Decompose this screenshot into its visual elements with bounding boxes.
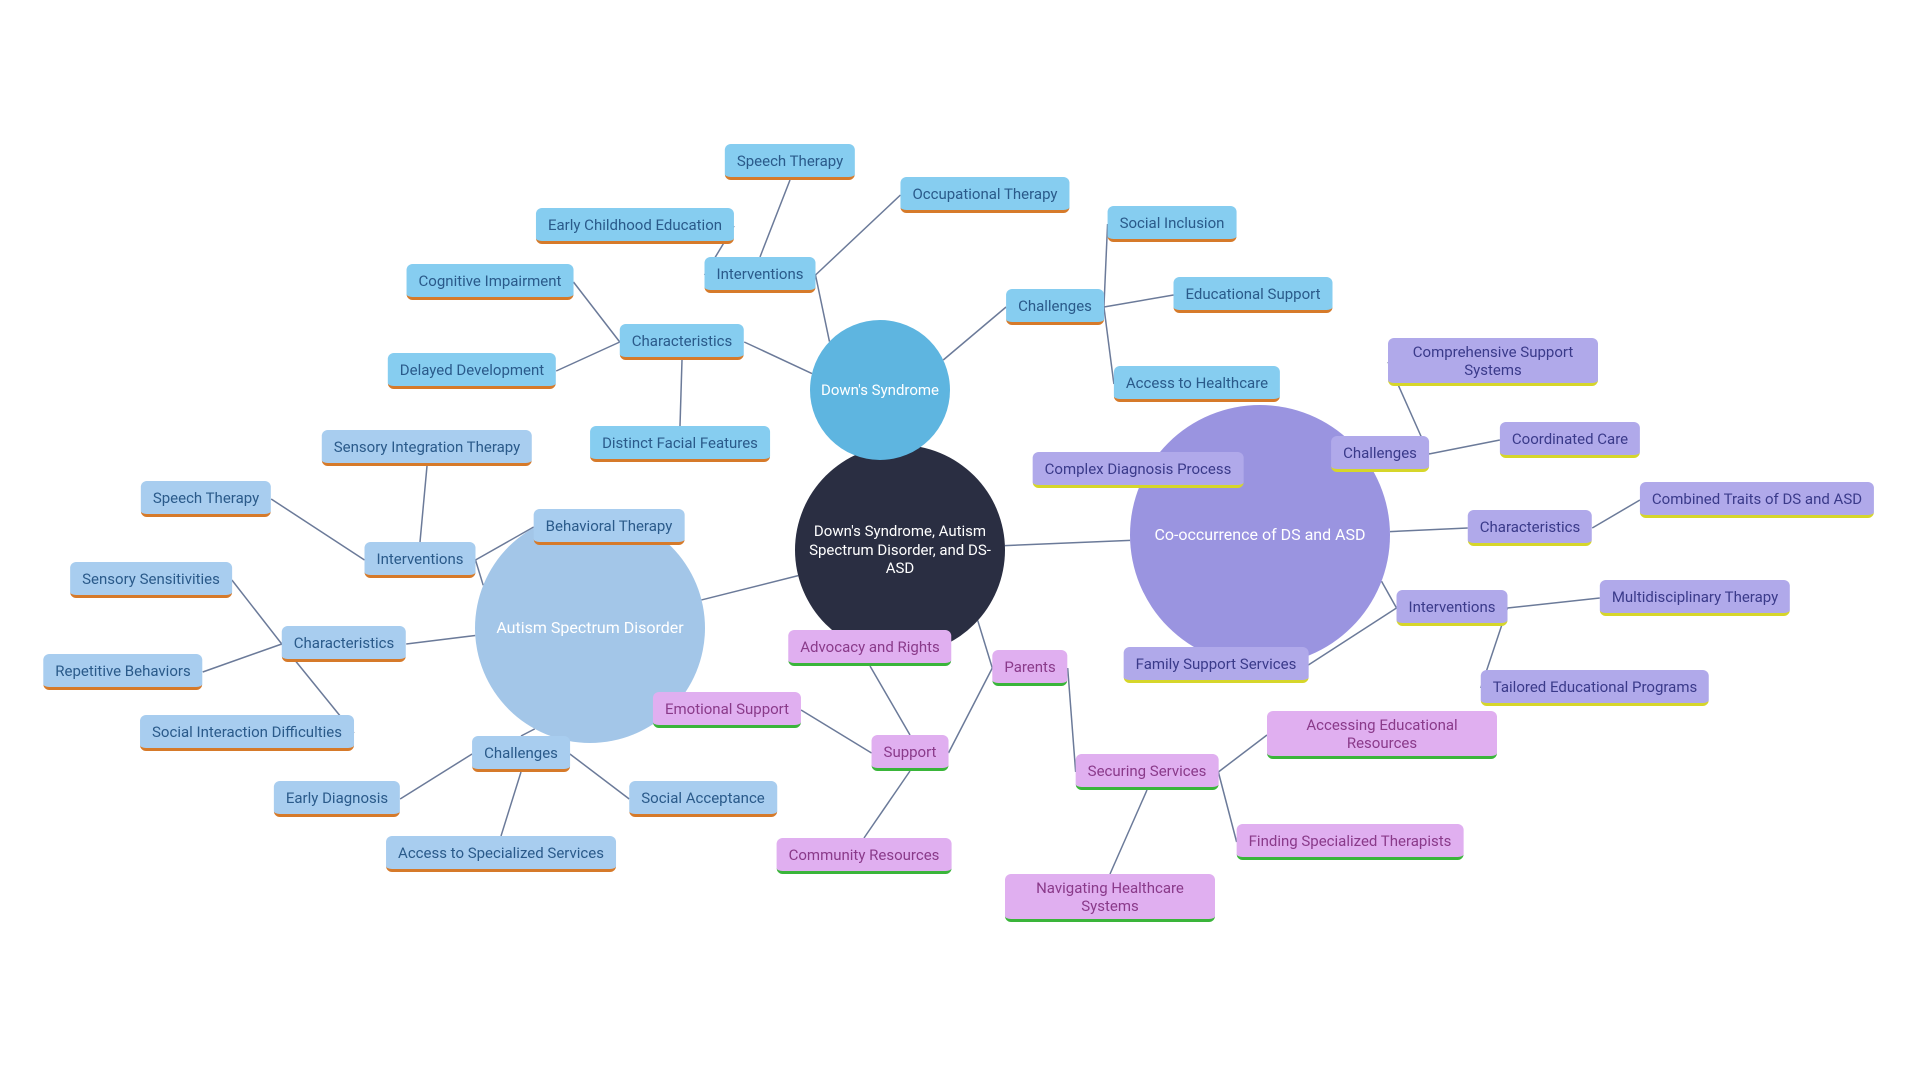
node-center: Down's Syndrome, Autism Spectrum Disorde… <box>795 445 1005 655</box>
node-asd_behav: Behavioral Therapy <box>534 509 685 545</box>
edge <box>943 307 1006 360</box>
edge <box>1005 540 1130 545</box>
edge <box>1104 295 1174 307</box>
edge <box>1592 500 1640 528</box>
node-co_interv: Interventions <box>1397 590 1508 626</box>
node-ds_delayed: Delayed Development <box>388 353 556 389</box>
edge <box>400 754 472 799</box>
node-asd_earlydx: Early Diagnosis <box>274 781 400 817</box>
node-par: Parents <box>992 650 1067 686</box>
edge <box>948 668 992 753</box>
edge <box>702 576 799 600</box>
node-par_edures: Accessing Educational Resources <box>1267 711 1497 759</box>
node-ds_facial: Distinct Facial Features <box>590 426 770 462</box>
edge <box>232 580 282 644</box>
node-par_navhc: Navigating Healthcare Systems <box>1005 874 1215 922</box>
edge <box>570 754 629 799</box>
node-ds_edusup: Educational Support <box>1174 277 1333 313</box>
edge <box>406 635 475 644</box>
edge <box>744 342 812 374</box>
node-ds_earlyed: Early Childhood Education <box>536 208 734 244</box>
node-par_findther: Finding Specialized Therapists <box>1237 824 1464 860</box>
node-ds_social: Social Inclusion <box>1108 206 1237 242</box>
node-asd_access: Access to Specialized Services <box>386 836 616 872</box>
edge <box>760 180 790 257</box>
edge <box>1068 668 1076 772</box>
edge <box>475 560 483 585</box>
node-par_support: Support <box>872 735 949 771</box>
edge <box>420 466 427 542</box>
edge <box>1110 790 1147 874</box>
node-asd_chal: Challenges <box>472 736 570 772</box>
node-asd_speech: Speech Therapy <box>141 481 271 517</box>
node-co_combined: Combined Traits of DS and ASD <box>1640 482 1874 518</box>
edge <box>271 499 364 560</box>
edge <box>1104 307 1114 384</box>
edge <box>801 710 871 753</box>
node-asd_sensint: Sensory Integration Therapy <box>322 430 532 466</box>
edge <box>1382 581 1397 608</box>
node-asd_sens: Sensory Sensitivities <box>70 562 232 598</box>
edge <box>864 771 910 838</box>
edge <box>1429 440 1500 454</box>
edge <box>815 195 900 275</box>
edge <box>501 772 521 836</box>
node-par_secure: Securing Services <box>1076 754 1219 790</box>
node-co_char: Characteristics <box>1468 510 1592 546</box>
node-asd_rep: Repetitive Behaviors <box>43 654 202 690</box>
node-ds: Down's Syndrome <box>810 320 950 460</box>
edge <box>573 282 619 342</box>
node-asd_socacc: Social Acceptance <box>629 781 777 817</box>
node-ds_health: Access to Healthcare <box>1114 366 1280 402</box>
diagram-canvas: Down's Syndrome, Autism Spectrum Disorde… <box>0 0 1920 1080</box>
edge <box>680 360 682 426</box>
node-co_fam: Family Support Services <box>1124 647 1309 683</box>
edge <box>1390 528 1468 532</box>
edge <box>556 342 620 371</box>
edge <box>521 729 535 736</box>
edge <box>815 275 829 342</box>
node-ds_interv: Interventions <box>705 257 816 293</box>
node-asd_socint: Social Interaction Difficulties <box>140 715 354 751</box>
edge <box>1218 772 1236 842</box>
node-co_complex: Complex Diagnosis Process <box>1033 452 1244 488</box>
edge <box>870 666 910 735</box>
edge <box>1218 735 1267 772</box>
edge <box>1507 598 1599 608</box>
node-par_adv: Advocacy and Rights <box>788 630 951 666</box>
node-asd_char: Characteristics <box>282 626 406 662</box>
edge <box>978 621 993 668</box>
node-ds_chal: Challenges <box>1006 289 1104 325</box>
node-asd_interv: Interventions <box>365 542 476 578</box>
node-ds_speech: Speech Therapy <box>725 144 855 180</box>
node-ds_cogimp: Cognitive Impairment <box>407 264 574 300</box>
node-ds_occ: Occupational Therapy <box>900 177 1069 213</box>
node-par_comm: Community Resources <box>777 838 952 874</box>
node-ds_char: Characteristics <box>620 324 744 360</box>
node-co_coord: Coordinated Care <box>1500 422 1640 458</box>
node-par_emo: Emotional Support <box>653 692 801 728</box>
edge <box>203 644 282 672</box>
node-co_tailored: Tailored Educational Programs <box>1481 670 1709 706</box>
node-co_compsup: Comprehensive Support Systems <box>1388 338 1598 386</box>
node-co_chal: Challenges <box>1331 436 1429 472</box>
node-co_multidisc: Multidisciplinary Therapy <box>1600 580 1790 616</box>
